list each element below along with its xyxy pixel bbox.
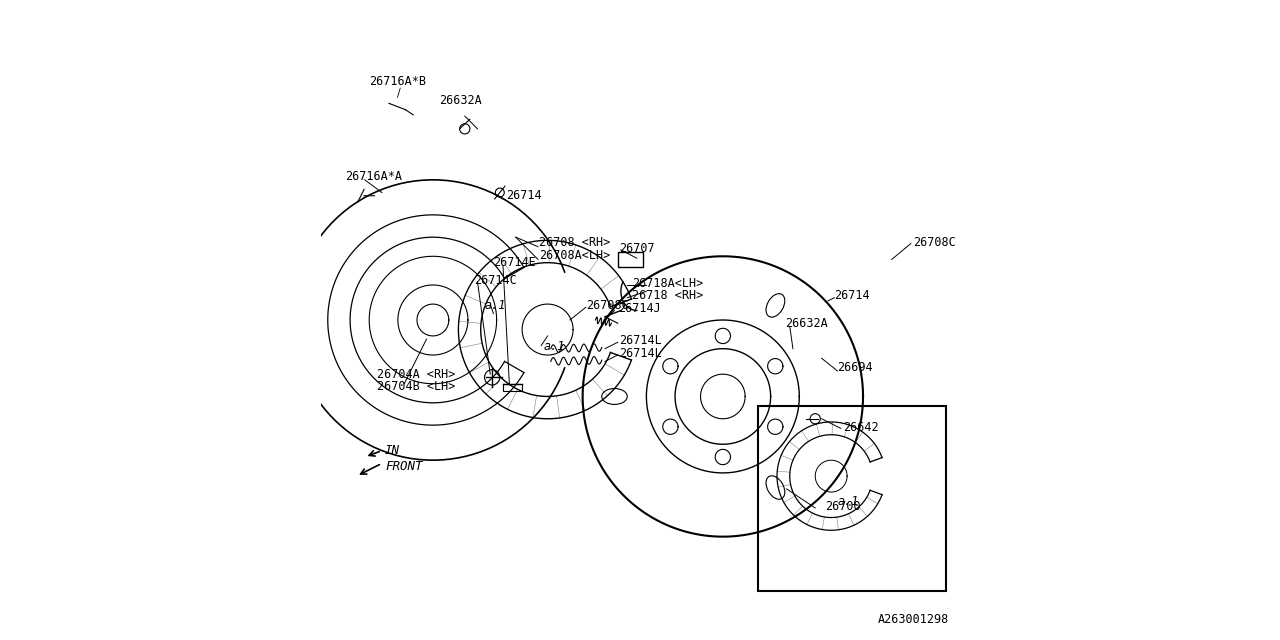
- Text: 26714J: 26714J: [618, 302, 660, 315]
- Text: 26642: 26642: [842, 420, 878, 433]
- Bar: [503, 384, 522, 392]
- Text: 26708C: 26708C: [586, 300, 628, 312]
- Text: 26714C: 26714C: [475, 274, 517, 287]
- Text: a.1: a.1: [837, 495, 859, 508]
- Text: 26707: 26707: [620, 242, 655, 255]
- Text: 26708C: 26708C: [913, 236, 955, 249]
- Text: 26718 <RH>: 26718 <RH>: [632, 289, 704, 302]
- Text: 26708A<LH>: 26708A<LH>: [539, 248, 611, 262]
- Text: A263001298: A263001298: [878, 613, 948, 626]
- Text: 26714L: 26714L: [620, 334, 662, 347]
- Text: 26718A<LH>: 26718A<LH>: [632, 276, 704, 289]
- Text: 26714: 26714: [835, 289, 870, 302]
- Text: 26714: 26714: [506, 189, 541, 202]
- Text: 26714L: 26714L: [620, 347, 662, 360]
- Text: FRONT: FRONT: [385, 460, 422, 473]
- Text: 26632A: 26632A: [786, 317, 828, 330]
- Text: 26704A <RH>: 26704A <RH>: [378, 367, 456, 381]
- Text: 26716A*B: 26716A*B: [369, 74, 426, 88]
- Text: 26708 <RH>: 26708 <RH>: [539, 236, 611, 249]
- Text: 26714E: 26714E: [493, 256, 536, 269]
- Text: 26632A: 26632A: [439, 93, 483, 107]
- Text: IN: IN: [385, 444, 401, 457]
- Text: a.1: a.1: [485, 300, 506, 312]
- Text: 26694: 26694: [837, 362, 873, 374]
- Bar: [758, 406, 946, 591]
- Text: 26700: 26700: [824, 500, 860, 513]
- Text: 26716A*A: 26716A*A: [346, 170, 403, 183]
- Bar: [618, 252, 643, 267]
- Text: a.1: a.1: [543, 340, 564, 353]
- Text: 26704B <LH>: 26704B <LH>: [378, 380, 456, 394]
